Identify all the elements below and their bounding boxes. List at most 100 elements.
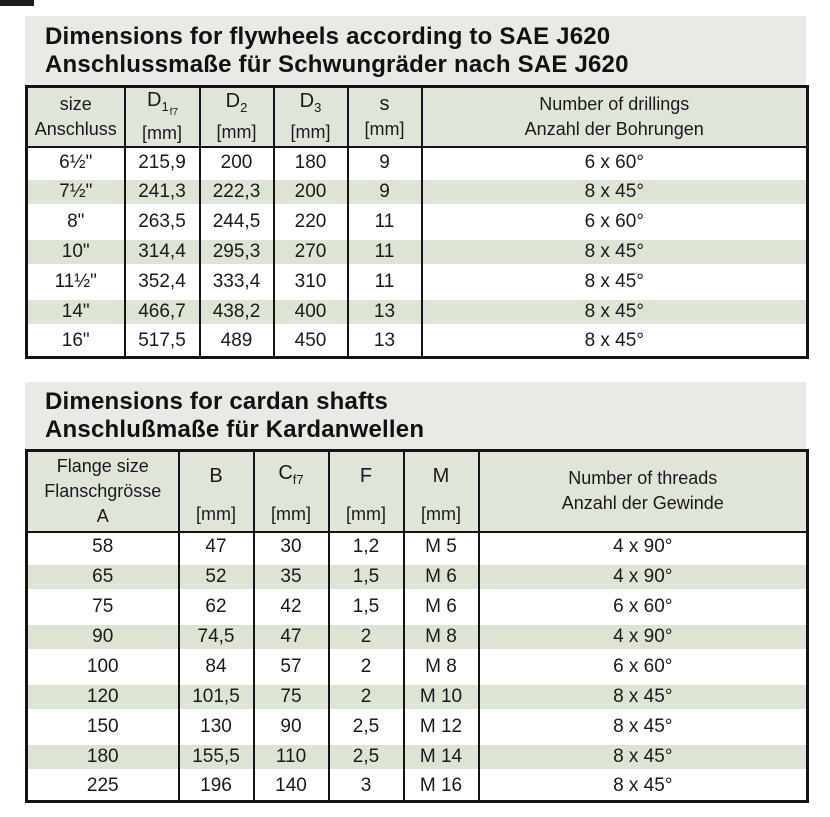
table-cell: 130 bbox=[177, 711, 254, 742]
table-cell: 517,5 bbox=[123, 327, 200, 357]
table-cell: 310 bbox=[272, 267, 348, 297]
table-cell: 200 bbox=[198, 147, 274, 177]
table-cell: 263,5 bbox=[123, 207, 200, 237]
threads-header-line2: Anzahl der Gewinde bbox=[561, 493, 724, 514]
table-cell: 196 bbox=[177, 771, 254, 802]
table-cell: 4 x 90° bbox=[477, 531, 808, 562]
table-cell: M 6 bbox=[402, 561, 479, 592]
flange-header-line3: A bbox=[96, 505, 109, 526]
d2-subscript: 2 bbox=[240, 100, 248, 115]
table-cell: 8 x 45° bbox=[420, 177, 808, 207]
flywheel-title-block: Dimensions for flywheels according to SA… bbox=[25, 16, 806, 85]
table-row: 120 101,5 75 2 M 10 8 x 45° bbox=[26, 681, 808, 712]
table-cell: 450 bbox=[272, 327, 348, 357]
table-cell: 8 x 45° bbox=[420, 327, 808, 357]
table-cell: 62 bbox=[177, 591, 254, 622]
flywheel-title-german: Anschlussmaße für Schwungräder nach SAE … bbox=[45, 50, 629, 78]
table-row: 180 155,5 110 2,5 M 14 8 x 45° bbox=[26, 741, 808, 772]
table-cell: 200 bbox=[272, 177, 348, 207]
table-cell: 57 bbox=[252, 651, 329, 682]
column-header-d1f7: D1f7 [mm] bbox=[123, 86, 200, 148]
column-header-size-line1: size bbox=[59, 94, 92, 114]
flywheel-title-english: Dimensions for flywheels according to SA… bbox=[45, 22, 611, 50]
table-cell: 11½" bbox=[26, 267, 125, 297]
d2-symbol: D bbox=[225, 90, 241, 112]
table-cell: 2,5 bbox=[327, 711, 404, 742]
table-cell: 90 bbox=[26, 621, 179, 652]
table-cell: 2 bbox=[327, 621, 404, 652]
flywheel-header-row: size Anschluss D1f7 [mm] D2 [mm] D3 [mm] bbox=[26, 86, 808, 148]
table-cell: 8 x 45° bbox=[477, 741, 808, 772]
table-cell: 11 bbox=[346, 237, 422, 267]
table-cell: 8 x 45° bbox=[477, 681, 808, 712]
drillings-header-line2: Anzahl der Bohrungen bbox=[524, 119, 704, 139]
table-cell: 30 bbox=[252, 531, 329, 562]
cardan-title-block: Dimensions for cardan shafts Anschlußmaß… bbox=[25, 382, 806, 449]
table-cell: 180 bbox=[26, 741, 179, 772]
table-cell: 75 bbox=[26, 591, 179, 622]
f-unit-label: [mm] bbox=[346, 503, 386, 524]
table-cell: 215,9 bbox=[123, 147, 200, 177]
d3-subscript: 3 bbox=[314, 100, 322, 115]
table-cell: 466,7 bbox=[123, 297, 200, 327]
table-cell: 110 bbox=[252, 741, 329, 772]
b-unit-label: [mm] bbox=[196, 503, 236, 524]
table-cell: 438,2 bbox=[198, 297, 274, 327]
scan-artifact-mark bbox=[0, 0, 34, 6]
column-header-drillings: Number of drillings Anzahl der Bohrungen bbox=[420, 86, 808, 148]
table-cell: M 12 bbox=[402, 711, 479, 742]
d1-subscript: 1 bbox=[161, 99, 169, 114]
table-row: 14" 466,7 438,2 400 13 8 x 45° bbox=[26, 297, 808, 327]
table-cell: 140 bbox=[252, 771, 329, 802]
table-cell: 155,5 bbox=[177, 741, 254, 772]
flywheel-table-body: 6½" 215,9 200 180 9 6 x 60° 7½" 241,3 222,3 200 9 8… bbox=[26, 147, 808, 357]
table-cell: 4 x 90° bbox=[477, 561, 808, 592]
table-cell: 295,3 bbox=[198, 237, 274, 267]
table-row: 7½" 241,3 222,3 200 9 8 x 45° bbox=[26, 177, 808, 207]
flywheel-table: size Anschluss D1f7 [mm] D2 [mm] D3 [mm] bbox=[25, 85, 809, 359]
table-cell: 84 bbox=[177, 651, 254, 682]
table-cell: 8 x 45° bbox=[420, 297, 808, 327]
table-cell: 1,5 bbox=[327, 591, 404, 622]
table-cell: 90 bbox=[252, 711, 329, 742]
table-cell: 2,5 bbox=[327, 741, 404, 772]
column-header-b: B [mm] bbox=[177, 450, 254, 533]
table-cell: 270 bbox=[272, 237, 348, 267]
d2-unit-label: [mm] bbox=[216, 122, 257, 142]
table-cell: 180 bbox=[272, 147, 348, 177]
column-header-size-line2: Anschluss bbox=[34, 119, 117, 139]
drillings-header-line1: Number of drillings bbox=[539, 94, 690, 114]
table-cell: 2 bbox=[327, 681, 404, 712]
table-row: 225 196 140 3 M 16 8 x 45° bbox=[26, 771, 808, 802]
table-cell: 6½" bbox=[26, 147, 125, 177]
m-symbol: M bbox=[432, 465, 450, 488]
c-tolerance-subscript: f7 bbox=[292, 472, 304, 488]
flywheel-section: Dimensions for flywheels according to SA… bbox=[25, 16, 809, 359]
flange-header-line1: Flange size bbox=[56, 455, 149, 476]
table-cell: M 8 bbox=[402, 651, 479, 682]
column-header-cf7: Cf7 [mm] bbox=[252, 450, 329, 533]
table-cell: 9 bbox=[346, 147, 422, 177]
table-cell: 6 x 60° bbox=[477, 651, 808, 682]
table-cell: 75 bbox=[252, 681, 329, 712]
table-cell: 11 bbox=[346, 207, 422, 237]
table-cell: 314,4 bbox=[123, 237, 200, 267]
table-cell: 8" bbox=[26, 207, 125, 237]
table-cell: 101,5 bbox=[177, 681, 254, 712]
table-cell: 1,5 bbox=[327, 561, 404, 592]
table-cell: 241,3 bbox=[123, 177, 200, 207]
column-header-s: s [mm] bbox=[346, 86, 422, 148]
d1-tolerance-subscript: f7 bbox=[169, 107, 179, 118]
column-header-m: M [mm] bbox=[402, 450, 479, 533]
table-cell: 8 x 45° bbox=[477, 771, 808, 802]
table-row: 8" 263,5 244,5 220 11 6 x 60° bbox=[26, 207, 808, 237]
table-cell: 1,2 bbox=[327, 531, 404, 562]
table-cell: 13 bbox=[346, 327, 422, 357]
table-row: 10" 314,4 295,3 270 11 8 x 45° bbox=[26, 237, 808, 267]
d1-unit-label: [mm] bbox=[142, 123, 182, 143]
